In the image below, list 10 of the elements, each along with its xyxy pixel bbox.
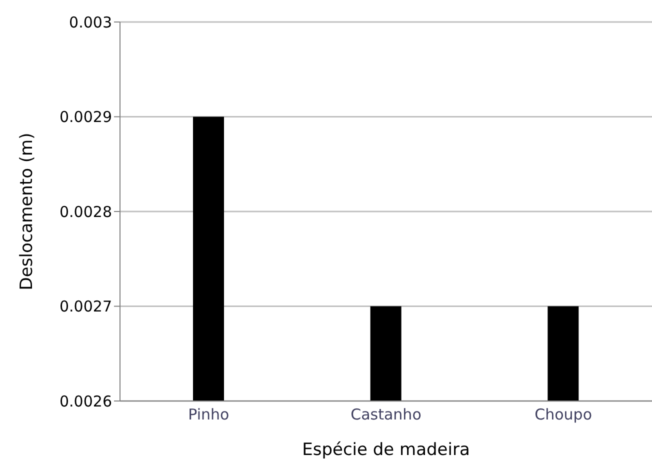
x-tick-label: Choupo: [534, 406, 592, 424]
x-tick-label: Pinho: [188, 406, 230, 424]
y-tick-label: 0.0026: [60, 392, 112, 410]
y-tick-label: 0.0027: [60, 298, 112, 316]
y-tick-label: 0.0029: [60, 108, 112, 126]
y-axis-title: Deslocamento (m): [17, 132, 38, 290]
x-tick-label: Castanho: [350, 406, 422, 424]
x-axis-title: Espécie de madeira: [302, 440, 470, 460]
y-tick-label: 0.003: [69, 13, 112, 32]
y-tick-label: 0.0028: [60, 202, 112, 221]
